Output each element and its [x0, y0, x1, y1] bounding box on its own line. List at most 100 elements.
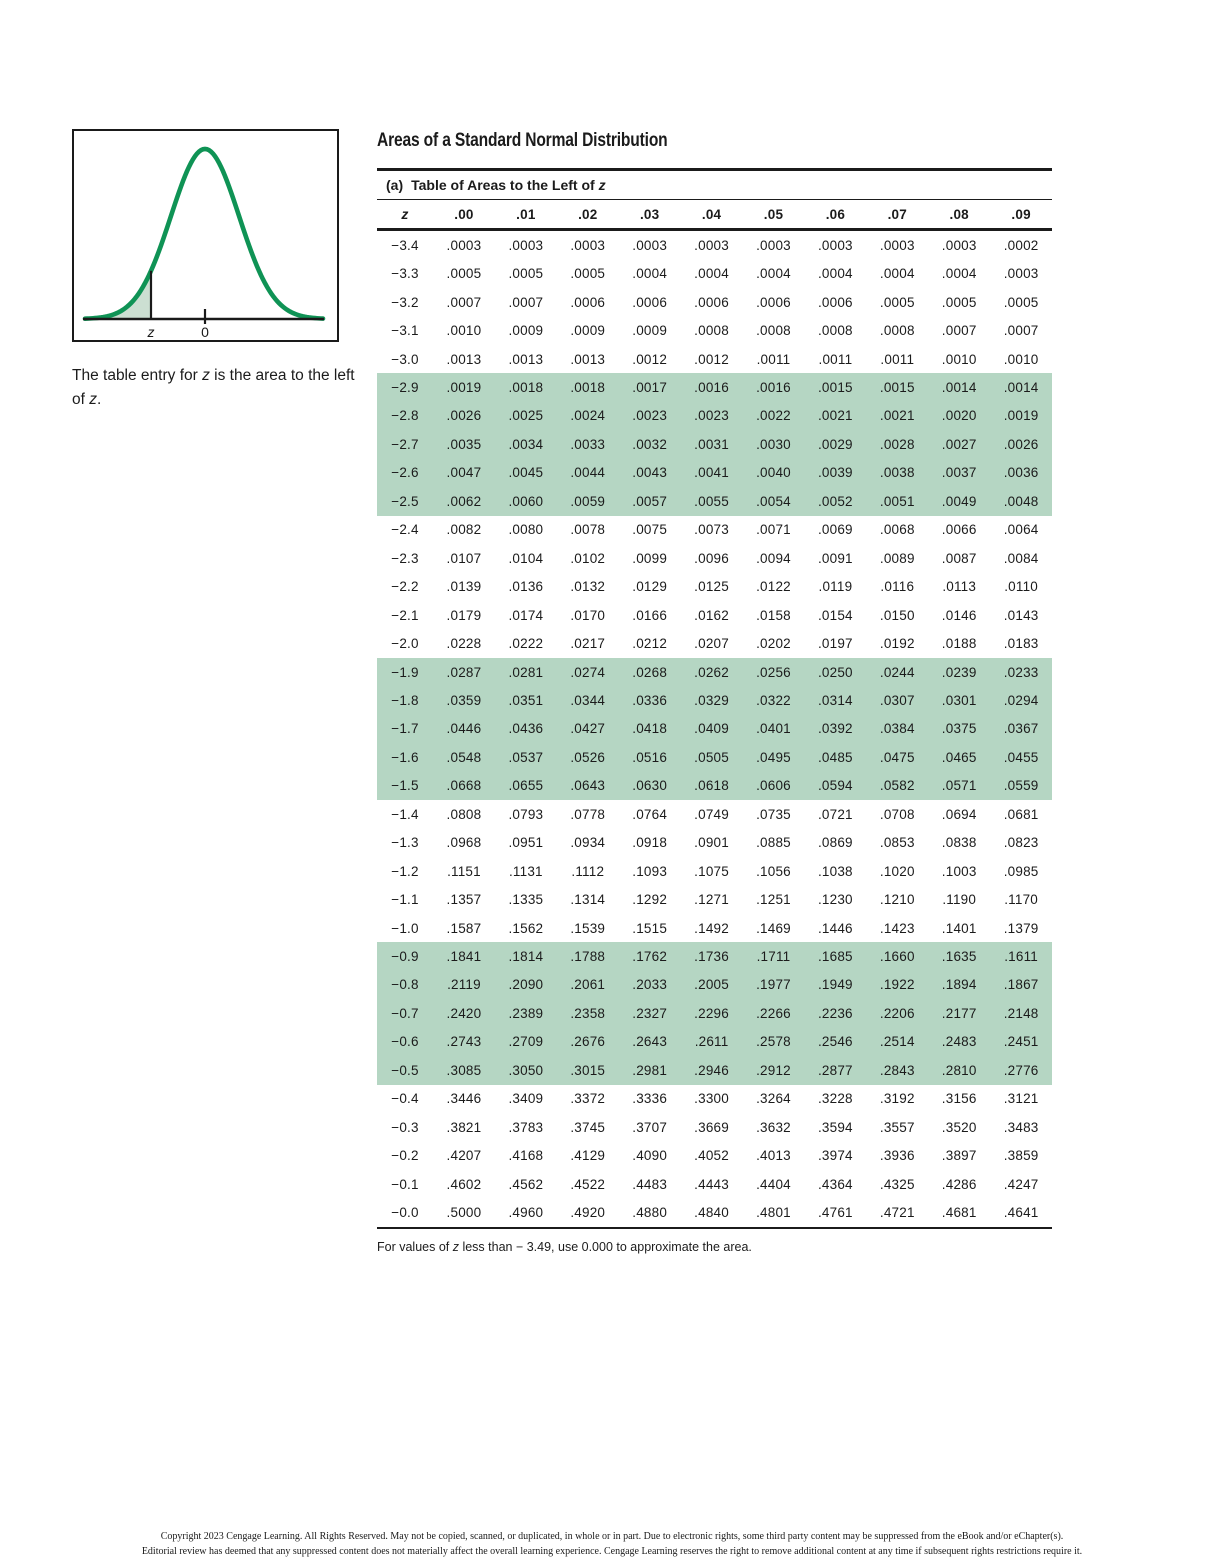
table-row: −0.8 .2119 .2090 .2061 .2033 .2005 .1977 .1949.…	[377, 970, 1052, 1000]
area-value-cell: .2119	[447, 977, 481, 993]
area-value-cell: .3372	[570, 1091, 606, 1107]
area-value-cell: .0036	[1003, 465, 1039, 481]
area-value-cell: .0016	[756, 379, 791, 395]
table-row: −0.1 .4602 .4562 .4522 .4483 .4443 .4404 .4364.…	[377, 1170, 1052, 1198]
z-value-cell: −1.3	[391, 835, 419, 851]
area-value-cell: .0102	[570, 550, 606, 566]
area-value-cell: .0150	[879, 607, 915, 623]
zero-axis-label: 0	[201, 324, 209, 340]
area-value-cell: .3821	[446, 1119, 482, 1135]
area-value-cell: .0287	[446, 664, 482, 680]
area-value-cell: .1562	[508, 920, 544, 936]
area-value-cell: .4483	[632, 1176, 668, 1192]
area-value-cell: .2148	[1003, 1005, 1039, 1021]
area-value-cell: .0643	[570, 778, 606, 794]
area-value-cell: .2327	[632, 1005, 668, 1021]
area-value-cell: .0110	[1004, 579, 1038, 595]
area-value-cell: .0052	[817, 493, 853, 509]
area-value-cell: .1112	[571, 863, 605, 879]
area-value-cell: .1379	[1003, 920, 1039, 936]
z-value-cell: −2.5	[391, 493, 419, 509]
table-row: −3.3 .0005 .0005 .0005 .0004 .0004 .0004 .0004.…	[377, 259, 1052, 287]
area-value-cell: .0129	[632, 579, 668, 595]
area-value-cell: .4641	[1003, 1205, 1039, 1221]
area-value-cell: .0071	[756, 522, 791, 538]
area-value-cell: .0446	[446, 721, 482, 737]
area-value-cell: .0004	[694, 266, 729, 282]
area-value-cell: .3707	[632, 1119, 668, 1135]
area-value-cell: .0073	[694, 522, 729, 538]
area-value-cell: .0174	[508, 607, 544, 623]
column-header: .01	[516, 206, 536, 222]
area-value-cell: .0019	[1003, 408, 1039, 424]
area-value-cell: .0026	[446, 408, 482, 424]
area-value-cell: .0004	[879, 266, 915, 282]
area-value-cell: .4761	[817, 1205, 853, 1221]
area-value-cell: .3557	[879, 1119, 915, 1135]
area-value-cell: .0170	[570, 607, 606, 623]
area-value-cell: .3085	[446, 1062, 482, 1078]
area-value-cell: .0375	[941, 721, 977, 737]
table-row: −0.9 .1841 .1814 .1788 .1762 .1736 .1711 .1685.…	[377, 942, 1052, 971]
area-value-cell: .0154	[817, 607, 853, 623]
z-value-cell: −2.4	[391, 522, 419, 538]
area-value-cell: .4920	[570, 1205, 606, 1221]
table-row: −1.4 .0808 .0793 .0778 .0764 .0749 .0735 .0721.…	[377, 800, 1052, 828]
z-value-cell: −3.0	[391, 351, 419, 367]
area-value-cell: .3974	[817, 1148, 853, 1164]
area-value-cell: .1922	[879, 977, 915, 993]
area-value-cell: .0401	[756, 721, 791, 737]
z-axis-label: z	[147, 324, 155, 340]
area-value-cell: .0057	[632, 493, 668, 509]
area-value-cell: .0244	[879, 664, 915, 680]
area-value-cell: .0040	[756, 465, 791, 481]
area-value-cell: .0075	[632, 522, 668, 538]
area-value-cell: .0008	[817, 323, 853, 339]
z-value-cell: −1.9	[391, 664, 419, 680]
area-value-cell: .0018	[508, 379, 544, 395]
area-value-cell: .2266	[756, 1005, 791, 1021]
area-value-cell: .1814	[508, 949, 544, 965]
area-value-cell: .2451	[1003, 1034, 1039, 1050]
area-value-cell: .2033	[632, 977, 668, 993]
table-row: −1.0 .1587 .1562 .1539 .1515 .1492 .1469 .1446.…	[377, 914, 1052, 942]
area-value-cell: .0018	[570, 379, 606, 395]
area-value-cell: .2420	[446, 1005, 482, 1021]
area-value-cell: .0197	[817, 636, 853, 652]
area-value-cell: .3594	[817, 1119, 853, 1135]
area-value-cell: .0029	[817, 436, 853, 452]
area-value-cell: .1170	[1004, 892, 1038, 908]
area-value-cell: .0582	[879, 778, 915, 794]
area-value-cell: .0064	[1003, 522, 1039, 538]
area-value-cell: .0099	[632, 550, 668, 566]
area-value-cell: .1492	[694, 920, 729, 936]
area-value-cell: .0003	[508, 237, 544, 253]
z-value-cell: −1.4	[391, 806, 419, 822]
area-value-cell: .0003	[817, 237, 853, 253]
area-value-cell: .0003	[756, 237, 791, 253]
area-value-cell: .0023	[694, 408, 729, 424]
area-value-cell: .1003	[941, 863, 977, 879]
z-value-cell: −0.7	[391, 1005, 419, 1021]
area-value-cell: .1762	[632, 949, 668, 965]
area-value-cell: .0212	[632, 636, 668, 652]
table-row: −0.4 .3446 .3409 .3372 .3336 .3300 .3264 .3228.…	[377, 1085, 1052, 1113]
area-value-cell: .0918	[632, 835, 668, 851]
column-header: .05	[763, 206, 784, 222]
area-value-cell: .3897	[941, 1148, 977, 1164]
z-value-cell: −0.4	[391, 1091, 419, 1107]
column-header: .07	[887, 206, 907, 222]
area-value-cell: .0010	[446, 323, 482, 339]
area-value-cell: .0392	[817, 721, 853, 737]
area-value-cell: .2514	[879, 1034, 915, 1050]
area-value-cell: .1949	[817, 977, 853, 993]
area-value-cell: .0764	[632, 806, 668, 822]
area-value-cell: .0003	[570, 237, 606, 253]
area-value-cell: .0885	[756, 835, 791, 851]
area-value-cell: .0537	[508, 749, 544, 765]
area-value-cell: .2810	[941, 1062, 977, 1078]
area-value-cell: .0087	[941, 550, 977, 566]
area-value-cell: .0091	[817, 550, 853, 566]
area-value-cell: .0035	[446, 436, 482, 452]
area-value-cell: .0019	[446, 379, 482, 395]
